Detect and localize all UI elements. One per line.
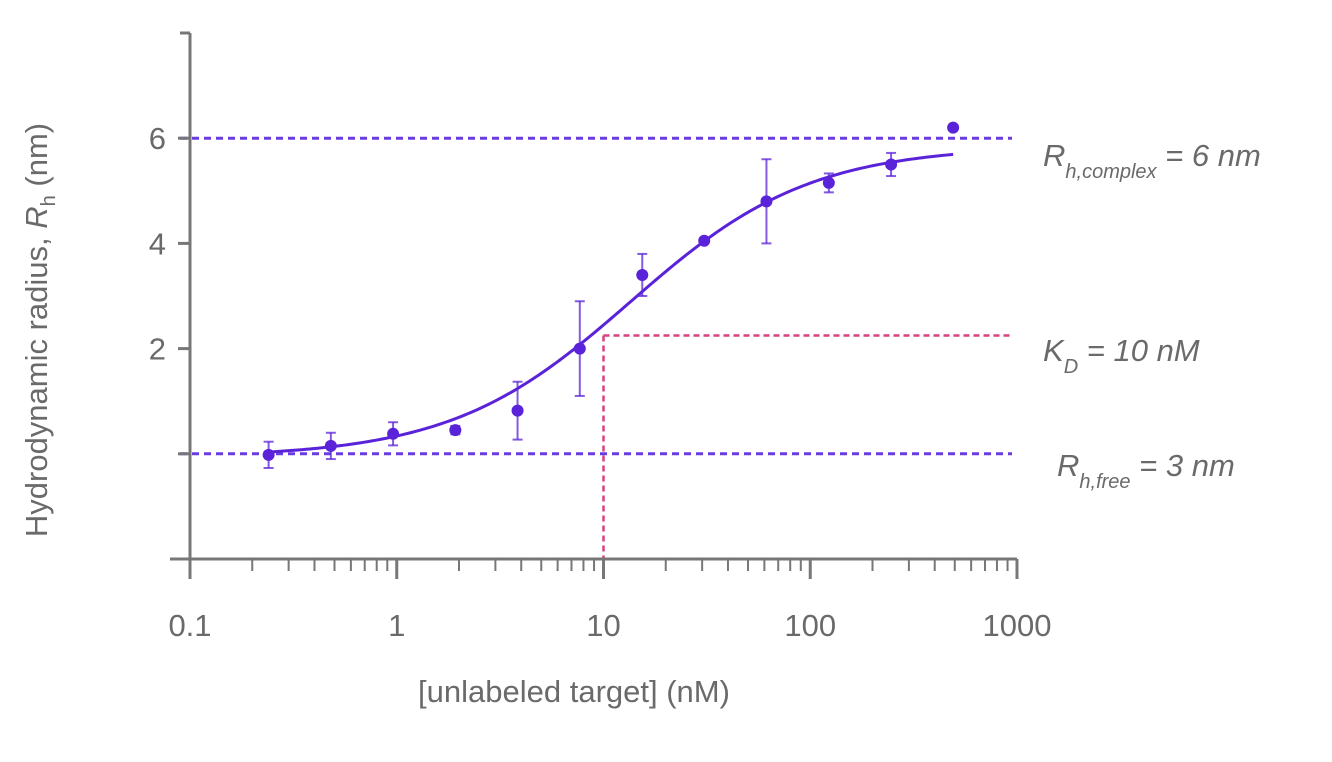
- annotation-kd-var: K: [1043, 333, 1065, 368]
- annotation-r-free-rest: = 3 nm: [1131, 448, 1235, 483]
- data-point-1: [324, 439, 337, 452]
- annotation-kd-rest: = 10 nM: [1078, 333, 1200, 368]
- x-tick-label-2: 10: [586, 608, 620, 643]
- data-point-9: [822, 176, 835, 189]
- x-tick-label-1: 1: [388, 608, 405, 643]
- annotation-r-free-var: R: [1057, 448, 1079, 483]
- annotation-kd: KD = 10 nM: [1043, 333, 1200, 378]
- y-tick-label-2: 4: [149, 226, 166, 261]
- data-point-10: [885, 158, 898, 171]
- annotation-r-complex: Rh,complex = 6 nm: [1043, 138, 1261, 183]
- axes: [170, 31, 1017, 561]
- annotation-r-complex-rest: = 6 nm: [1157, 138, 1261, 173]
- annotation-kd-sub: D: [1064, 356, 1078, 378]
- x-tick-label-0: 0.1: [168, 608, 211, 643]
- x-tick-label-3: 100: [784, 608, 836, 643]
- annotation-r-complex-var: R: [1043, 138, 1065, 173]
- data-point-4: [511, 404, 524, 417]
- data-point-2: [387, 427, 400, 440]
- data-point-3: [449, 424, 462, 437]
- annotation-r-free-sub: h,free: [1079, 471, 1130, 493]
- data-point-11: [947, 121, 960, 134]
- fit-curve-group: [268, 152, 954, 454]
- data-point-8: [760, 195, 773, 208]
- data-points: [262, 121, 960, 470]
- y-tick-label-3: 6: [149, 121, 166, 156]
- data-point-7: [698, 234, 711, 247]
- y-axis-title-main: Hydrodynamic radius,: [19, 229, 54, 537]
- annotation-r-free: Rh,free = 3 nm: [1057, 448, 1235, 493]
- y-axis-title-sub: h: [38, 195, 60, 206]
- y-axis-title: Hydrodynamic radius, Rh (nm): [19, 123, 60, 537]
- x-tick-label-4: 1000: [983, 608, 1052, 643]
- reference-lines: [180, 136, 1012, 559]
- data-point-0: [262, 448, 275, 461]
- fit-curve: [268, 152, 954, 454]
- axis-ticks: 2 4 6 0.1 1 10 100 1000: [149, 121, 1052, 643]
- x-axis-title: [unlabeled target] (nM): [418, 674, 730, 709]
- y-axis-title-var: R: [19, 206, 54, 228]
- data-point-6: [636, 268, 649, 281]
- data-point-5: [573, 342, 586, 355]
- y-tick-label-1: 2: [149, 332, 166, 367]
- y-axis-title-unit: (nm): [19, 123, 54, 195]
- annotation-r-complex-sub: h,complex: [1065, 161, 1157, 183]
